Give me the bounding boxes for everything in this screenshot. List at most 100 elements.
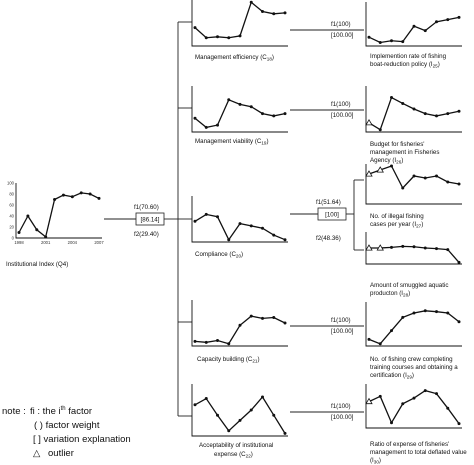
component-c19-point xyxy=(204,125,208,129)
factor-c20-f1: f1(51.64) xyxy=(316,199,341,206)
factor-c22-variation: [100.00] xyxy=(331,414,354,421)
institutional-index-point xyxy=(53,198,57,201)
indicator-i26-point xyxy=(423,112,427,116)
component-c18-point xyxy=(216,35,219,39)
component-c21-point xyxy=(238,323,242,327)
indicator-i29-point xyxy=(457,320,461,324)
component-c22-point xyxy=(238,418,242,422)
indicator-i29-point xyxy=(446,311,450,315)
indicator-i28-axes xyxy=(365,232,462,265)
component-c20-point xyxy=(261,226,264,230)
component-chart-c20 xyxy=(191,196,288,243)
indicator-i28-outlier-point xyxy=(376,244,384,251)
indicator-i30-line xyxy=(368,389,460,425)
indicator-i28-outlier-point xyxy=(365,244,373,251)
component-c20-point xyxy=(272,233,276,237)
indicator-i29-point xyxy=(401,315,405,319)
component-c19-axes xyxy=(191,86,288,133)
factor-c21-f1: f1(100) xyxy=(331,317,351,324)
component-c22-axes xyxy=(191,384,288,437)
component-c19-point xyxy=(249,105,253,109)
y-tick-label: 100 xyxy=(7,181,15,186)
root-factor-f2: f2(29.40) xyxy=(134,231,159,238)
indicator-i27-point xyxy=(435,174,438,178)
indicator-i26-point xyxy=(401,101,405,105)
indicator-i27-outlier-point xyxy=(376,166,384,173)
component-c21-point xyxy=(261,316,264,320)
indicator-i26-point xyxy=(412,107,416,111)
factor-c18-f1: f1(100) xyxy=(331,21,351,28)
indicator-chart-i26 xyxy=(365,86,462,133)
indicator-i25-point xyxy=(378,40,382,44)
indicator-i30-point xyxy=(435,392,438,396)
x-tick-label: 1998 xyxy=(14,240,24,245)
legend-title: note : xyxy=(2,406,26,417)
x-tick-label: 2001 xyxy=(41,240,51,245)
component-label-c22-line2: expense (C22) xyxy=(214,451,253,459)
component-c21-line xyxy=(194,315,286,345)
component-c22-point xyxy=(204,397,208,401)
indicator-i29-point xyxy=(390,329,393,333)
indicator-i29-point xyxy=(367,337,371,341)
component-label-c22-line1: Acceptability of institutional xyxy=(199,442,273,449)
component-c21-point xyxy=(283,321,287,325)
component-c18-line xyxy=(194,1,286,39)
indicator-i27-point xyxy=(412,174,416,178)
indicator-i26-point xyxy=(378,128,382,132)
component-c20-axes xyxy=(191,196,288,243)
institutional-index-point xyxy=(88,192,92,196)
y-tick-label: 0 xyxy=(12,236,15,241)
indicator-i25-point xyxy=(435,20,438,24)
indicator-i25-point xyxy=(401,40,405,44)
indicator-i30-point xyxy=(457,422,461,426)
indicator-i30-point xyxy=(390,421,393,425)
institutional-index-point xyxy=(44,235,48,239)
indicator-i28-point xyxy=(423,246,427,250)
component-c21-point xyxy=(249,314,253,318)
component-c18-point xyxy=(283,11,287,15)
indicator-i25-point xyxy=(390,39,393,43)
component-c20-line xyxy=(194,213,286,241)
component-c21-axes xyxy=(191,300,288,347)
x-tick-label: 2004 xyxy=(68,240,78,245)
indicator-i28-point xyxy=(457,260,461,264)
component-c20-point xyxy=(216,215,219,219)
component-c21-point xyxy=(193,339,197,343)
component-c20-point xyxy=(227,238,231,242)
component-c22-point xyxy=(261,395,264,399)
indicator-i25-point xyxy=(412,24,416,28)
component-c19-point xyxy=(227,98,231,102)
institutional-index-point xyxy=(97,196,101,200)
component-chart-c21 xyxy=(191,300,288,347)
indicator-i28-point xyxy=(446,248,450,252)
root-factor-variation: [86.14] xyxy=(141,217,160,224)
y-tick-label: 80 xyxy=(9,192,14,197)
y-tick-label: 40 xyxy=(9,214,14,219)
component-c18-point xyxy=(204,36,208,40)
indicator-chart-i30 xyxy=(365,384,462,429)
indicator-i28-point xyxy=(390,245,393,249)
component-c22-point xyxy=(283,431,287,435)
factor-c21-variation: [100.00] xyxy=(331,328,354,335)
indicator-label-i30: Ratio of expense of fisheries' management… xyxy=(370,441,467,465)
indicator-i30-axes xyxy=(365,384,462,429)
indicator-i29-point xyxy=(423,309,427,313)
indicator-i26-point xyxy=(457,109,461,113)
legend-factor: fi : the ith factor xyxy=(30,406,92,417)
institutional-index-panel: 0 20 40 60 80 100 1998 2001 2004 2007 xyxy=(7,181,104,246)
indicator-i28-point xyxy=(412,245,416,249)
component-label-c21: Capacity building (C21) xyxy=(197,356,260,364)
component-label-c20: Compliance (C20) xyxy=(195,251,243,259)
component-c18-point xyxy=(238,34,242,38)
indicator-i26-point xyxy=(390,96,393,99)
indicator-i30-point xyxy=(401,402,405,406)
component-c18-point xyxy=(227,36,231,40)
indicator-i29-line xyxy=(368,310,460,345)
indicator-i30-outlier-point xyxy=(365,397,373,405)
factor-c19-variation: [100.00] xyxy=(331,112,354,119)
component-c22-point xyxy=(272,413,276,417)
indicator-i30-point xyxy=(423,389,427,393)
institutional-index-point xyxy=(17,231,21,234)
component-c20-point xyxy=(238,222,242,226)
